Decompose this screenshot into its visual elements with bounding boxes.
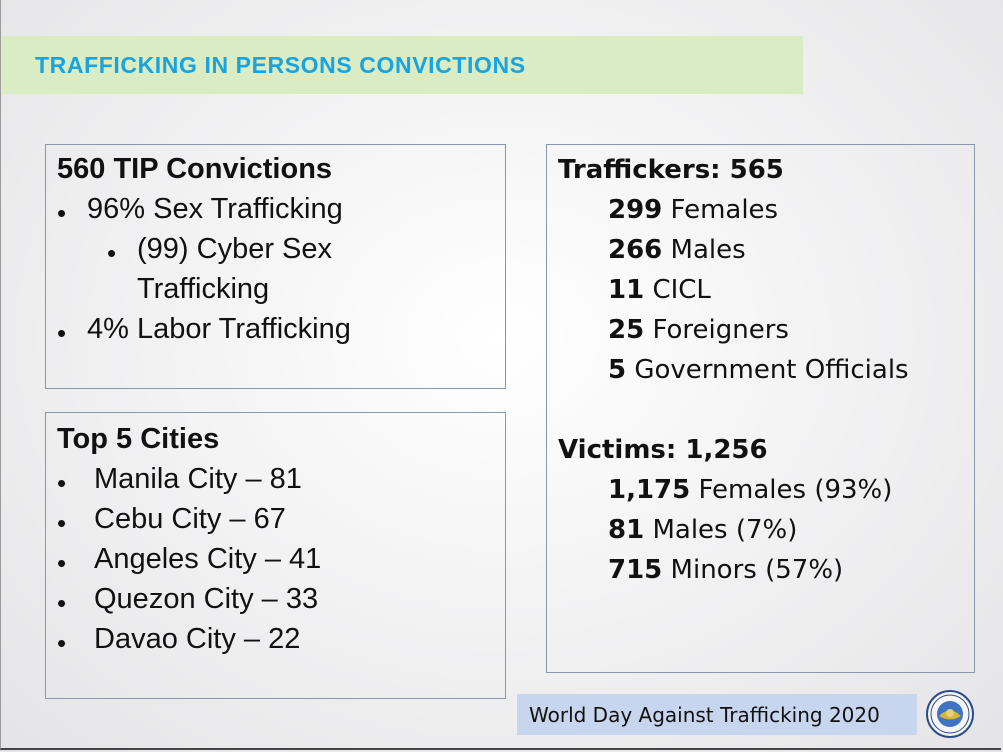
footer-banner: World Day Against Trafficking 2020 xyxy=(517,694,917,735)
bullet-icon: • xyxy=(57,628,67,658)
footer-text: World Day Against Trafficking 2020 xyxy=(529,703,880,727)
city-list-item: Davao City – 22 xyxy=(94,623,301,655)
traffickers-row: 25 Foreigners xyxy=(608,315,789,345)
convictions-heading: 560 TIP Convictions xyxy=(57,153,333,185)
traffickers-row: 5 Government Officials xyxy=(608,355,909,385)
bullet-icon: • xyxy=(57,468,67,498)
sex-trafficking-item: 96% Sex Trafficking xyxy=(87,193,343,225)
bullet-icon: • xyxy=(57,198,67,228)
city-list-item: Cebu City – 67 xyxy=(94,503,286,535)
bullet-icon: • xyxy=(107,238,117,268)
slide-title: TRAFFICKING IN PERSONS CONVICTIONS xyxy=(35,52,526,78)
traffickers-heading: Traffickers: 565 xyxy=(558,155,784,185)
convictions-panel: 560 TIP Convictions • 96% Sex Traffickin… xyxy=(45,144,506,389)
traffickers-row: 11 CICL xyxy=(608,275,711,305)
victims-row: 715 Minors (57%) xyxy=(608,555,844,585)
cities-heading: Top 5 Cities xyxy=(57,423,220,455)
cyber-sex-item-line2: Trafficking xyxy=(137,273,270,305)
cyber-sex-item-line1: (99) Cyber Sex xyxy=(137,233,333,265)
victims-heading: Victims: 1,256 xyxy=(558,435,768,465)
traffickers-row: 266 Males xyxy=(608,235,746,265)
official-seal-icon xyxy=(926,690,974,738)
city-list-item: Quezon City – 33 xyxy=(94,583,319,615)
city-list-item: Manila City – 81 xyxy=(94,463,302,495)
victims-row: 81 Males (7%) xyxy=(608,515,798,545)
bullet-icon: • xyxy=(57,548,67,578)
top-cities-panel: Top 5 Cities • Manila City – 81 • Cebu C… xyxy=(45,412,506,699)
bullet-icon: • xyxy=(57,588,67,618)
victims-row: 1,175 Females (93%) xyxy=(608,475,893,505)
bullet-icon: • xyxy=(57,508,67,538)
labor-trafficking-item: 4% Labor Trafficking xyxy=(87,313,351,345)
bullet-icon: • xyxy=(57,318,67,348)
title-banner xyxy=(2,36,803,94)
city-list-item: Angeles City – 41 xyxy=(94,543,322,575)
traffickers-row: 299 Females xyxy=(608,195,779,225)
traffickers-victims-panel: Traffickers: 565 299 Females 266 Males 1… xyxy=(546,144,975,673)
